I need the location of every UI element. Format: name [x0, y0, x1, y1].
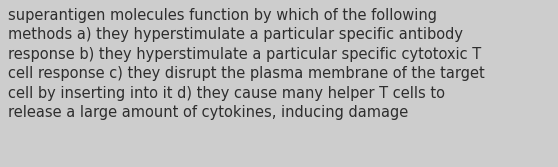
Text: superantigen molecules function by which of the following
methods a) they hypers: superantigen molecules function by which…: [8, 8, 484, 120]
